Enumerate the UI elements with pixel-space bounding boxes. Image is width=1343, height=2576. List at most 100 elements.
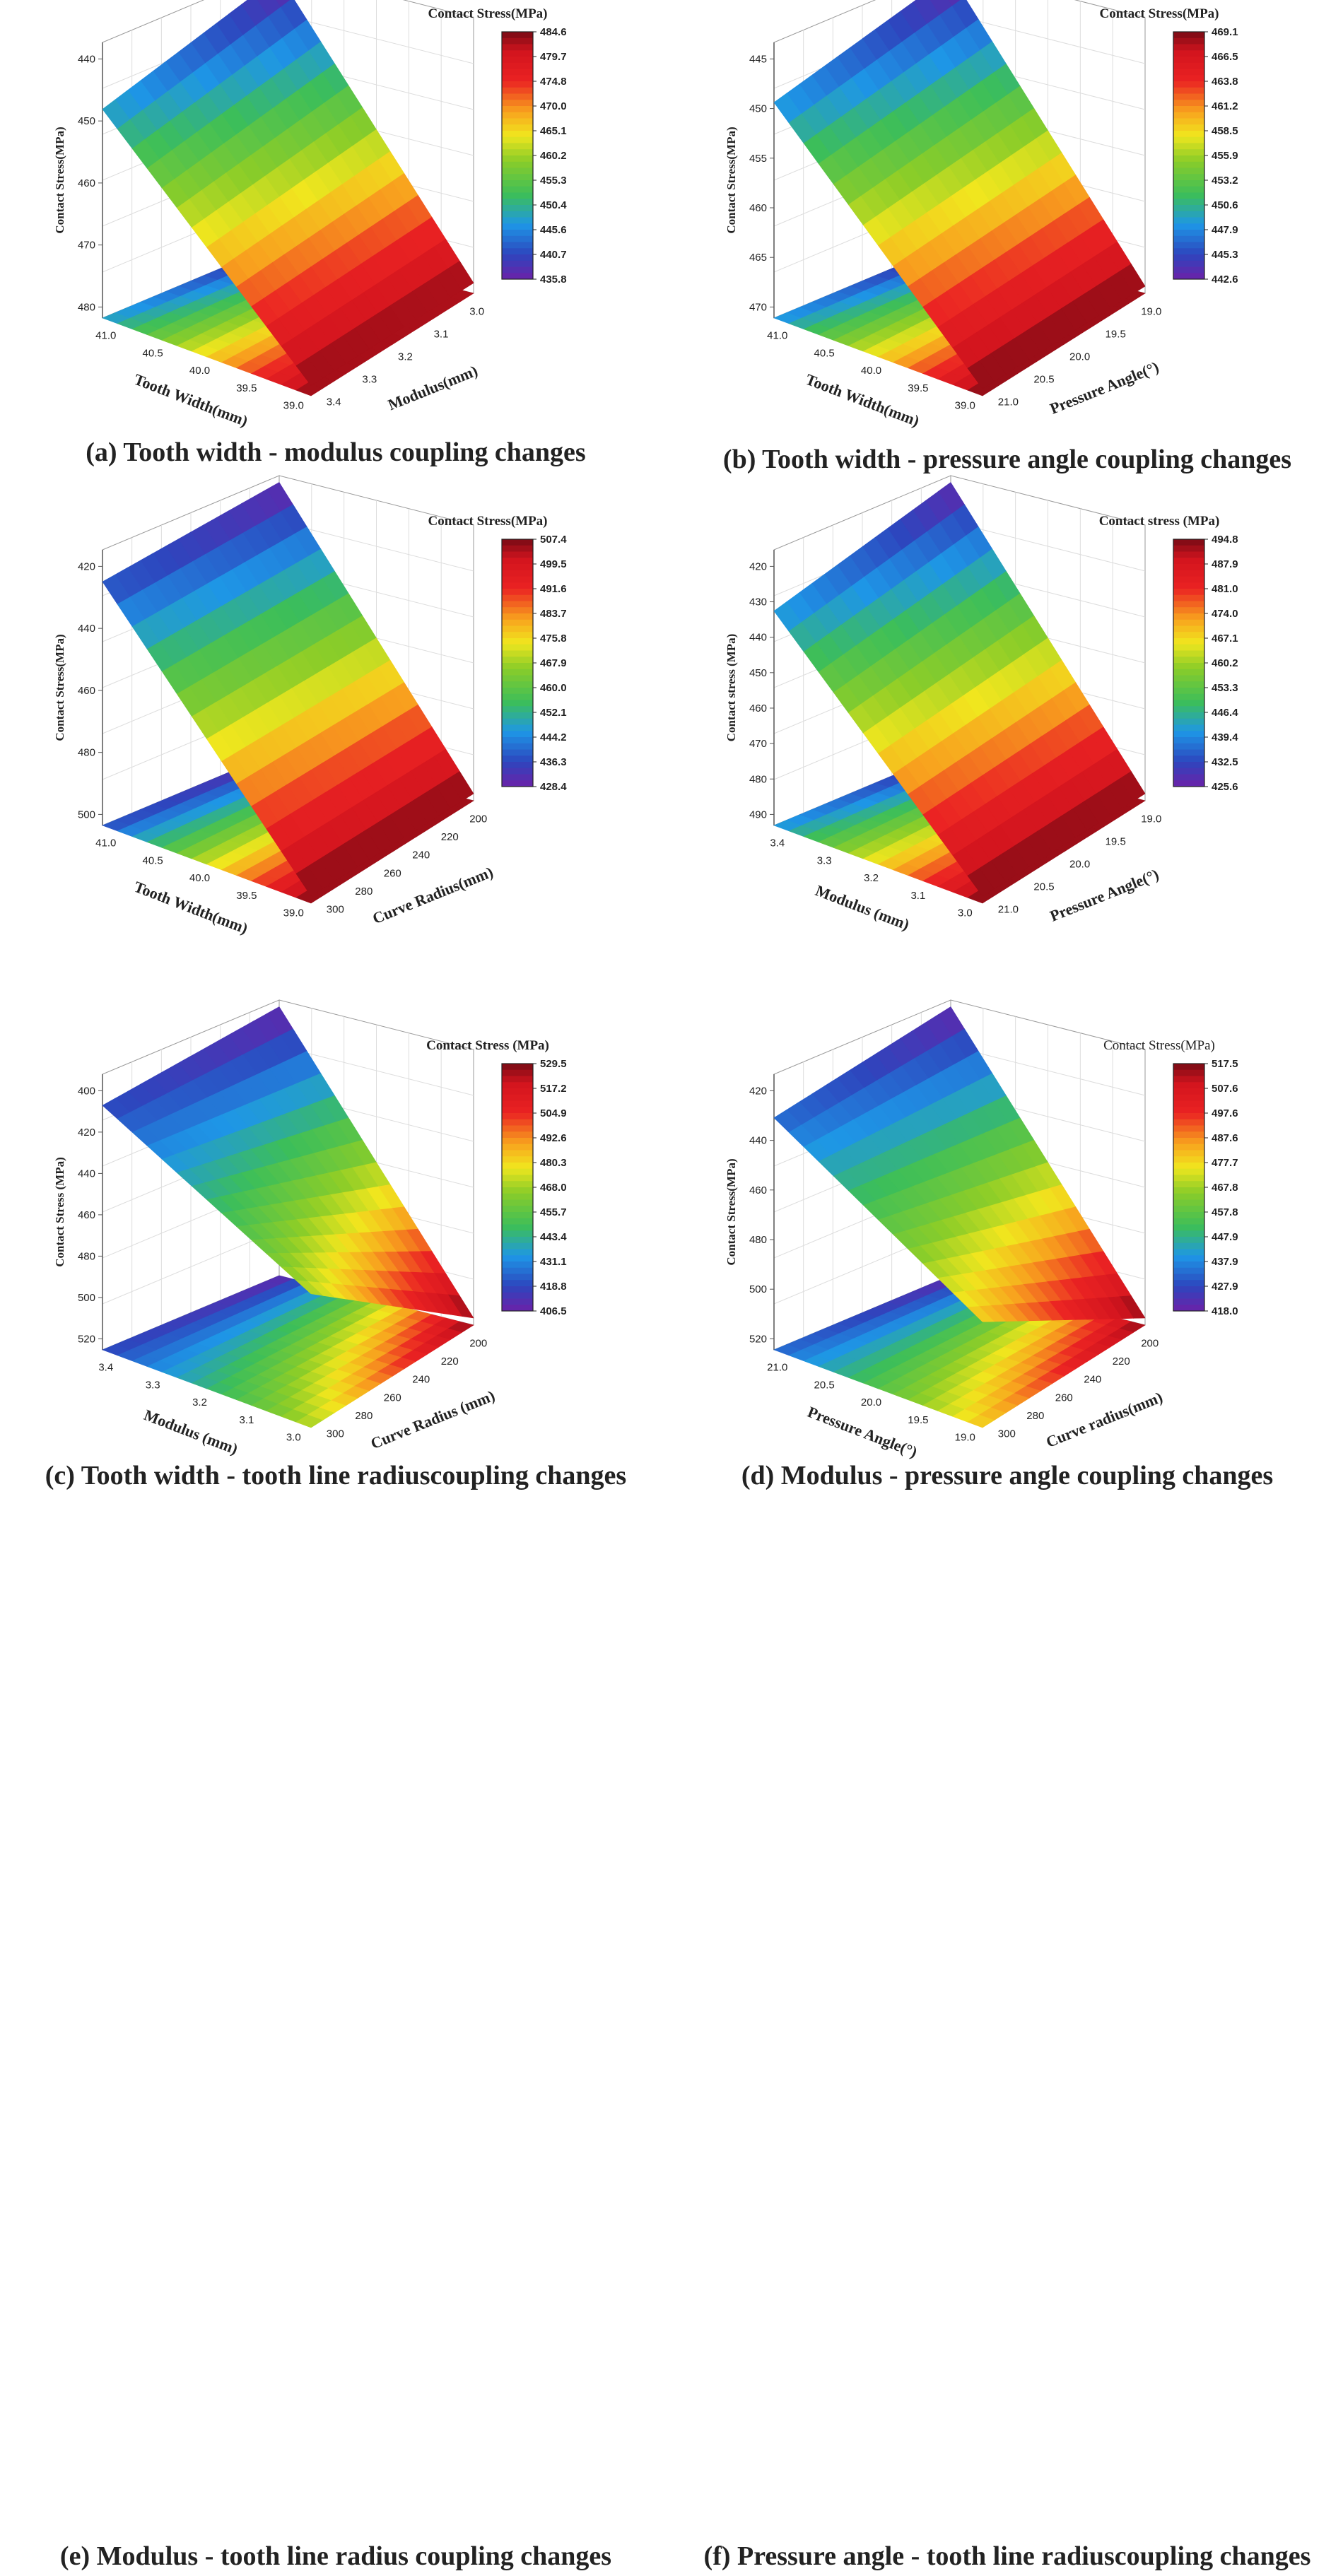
colorbar-tick-label: 457.8 <box>1212 1206 1238 1218</box>
surface-mesh <box>102 0 474 386</box>
z-axis-label: Contact Stress(MPa) <box>725 127 738 233</box>
colorbar-swatch <box>502 174 533 181</box>
z-tick-label: 500 <box>749 1283 767 1295</box>
colorbar-swatch <box>1173 601 1204 608</box>
colorbar-swatch <box>1173 539 1204 546</box>
colorbar-swatch <box>1173 93 1204 100</box>
x-tick-label: 39.5 <box>908 382 928 394</box>
colorbar-tick-label: 499.5 <box>540 558 567 570</box>
colorbar-swatch <box>1173 199 1204 206</box>
colorbar-swatch <box>502 724 533 731</box>
colorbar-swatch <box>502 1168 533 1175</box>
colorbar-swatch <box>502 663 533 670</box>
colorbar-tick-label: 443.4 <box>540 1231 567 1243</box>
x-tick-label: 40.0 <box>189 872 210 884</box>
colorbar-swatch <box>502 1218 533 1225</box>
colorbar-swatch <box>502 192 533 199</box>
colorbar-swatch <box>502 1230 533 1237</box>
colorbar-swatch <box>1173 136 1204 143</box>
figure-caption: (c) Tooth width - tooth line radiuscoupl… <box>45 1461 627 1490</box>
colorbar-title: Contact Stress(MPa) <box>1103 1038 1215 1053</box>
colorbar-swatch <box>1173 737 1204 744</box>
z-axis-label: Contact Stress (MPa) <box>53 1157 66 1266</box>
floor-cell <box>295 1414 324 1428</box>
z-tick-label: 480 <box>78 301 95 313</box>
colorbar-swatch <box>502 1249 533 1256</box>
colorbar-swatch <box>502 669 533 676</box>
colorbar-title: Contact stress (MPa) <box>1099 514 1220 529</box>
colorbar-swatch <box>502 266 533 274</box>
colorbar-swatch <box>502 161 533 168</box>
x-axis-label: Tooth Width(mm) <box>131 878 250 937</box>
colorbar-tick-label: 469.1 <box>1212 26 1238 38</box>
colorbar-tick-label: 453.2 <box>1212 175 1238 187</box>
colorbar-swatch <box>502 50 533 57</box>
colorbar-swatch <box>1173 1199 1204 1206</box>
colorbar-swatch <box>502 625 533 633</box>
colorbar-swatch <box>502 1100 533 1107</box>
colorbar-swatch <box>1173 223 1204 230</box>
z-tick-label: 480 <box>749 1234 767 1246</box>
z-tick-label: 445 <box>749 53 767 65</box>
colorbar-swatch <box>502 273 533 280</box>
z-tick-label: 460 <box>78 685 95 697</box>
colorbar-swatch <box>1173 1156 1204 1163</box>
colorbar-swatch <box>502 149 533 156</box>
colorbar-swatch <box>1173 607 1204 614</box>
colorbar-swatch <box>502 1292 533 1299</box>
z-tick-label: 440 <box>749 632 767 644</box>
colorbar-swatch <box>502 650 533 657</box>
y-tick-label: 3.4 <box>327 396 341 408</box>
colorbar-swatch <box>502 737 533 744</box>
colorbar-swatch <box>1173 558 1204 565</box>
colorbar-swatch <box>502 589 533 596</box>
colorbar-swatch <box>1173 1280 1204 1287</box>
colorbar-swatch <box>1173 131 1204 138</box>
colorbar-swatch <box>1173 1292 1204 1299</box>
y-tick-label: 3.3 <box>362 373 377 385</box>
colorbar-tick-label: 442.6 <box>1212 274 1238 286</box>
colorbar-swatch <box>502 1199 533 1206</box>
colorbar-swatch <box>502 688 533 695</box>
colorbar-swatch <box>502 1286 533 1293</box>
colorbar-swatch <box>502 93 533 100</box>
y-tick-label: 300 <box>327 1428 344 1440</box>
colorbar-tick-label: 446.4 <box>1212 707 1238 719</box>
colorbar-tick-label: 445.6 <box>540 224 567 236</box>
colorbar-swatch <box>1173 273 1204 280</box>
colorbar-swatch <box>502 75 533 82</box>
x-tick-label: 3.2 <box>864 872 879 884</box>
colorbar-swatch <box>502 235 533 242</box>
colorbar-tick-label: 450.4 <box>540 199 567 211</box>
colorbar-tick-label: 450.6 <box>1212 199 1238 211</box>
colorbar-swatch <box>1173 706 1204 713</box>
colorbar-swatch <box>1173 1119 1204 1126</box>
z-tick-label: 440 <box>78 1168 95 1180</box>
x-tick-label: 39.0 <box>955 400 975 412</box>
z-tick-label: 520 <box>78 1333 95 1345</box>
colorbar-tick-label: 460.2 <box>540 150 567 162</box>
colorbar-tick-label: 440.7 <box>540 249 567 261</box>
y-tick-label: 20.5 <box>1033 373 1054 385</box>
y-tick-label: 3.1 <box>434 329 449 341</box>
y-tick-label: 280 <box>355 1410 373 1422</box>
colorbar-swatch <box>1173 118 1204 125</box>
colorbar-tick-label: 494.8 <box>1212 534 1238 546</box>
x-tick-label: 39.5 <box>236 890 257 902</box>
y-tick-label: 220 <box>441 831 459 843</box>
x-tick-label: 41.0 <box>767 330 787 342</box>
colorbar-swatch <box>502 180 533 187</box>
z-tick-label: 480 <box>78 1250 95 1262</box>
x-tick-label: 39.5 <box>236 382 257 394</box>
x-tick-label: 3.1 <box>910 890 925 902</box>
x-tick-label: 3.3 <box>146 1379 160 1391</box>
colorbar-swatch <box>502 1224 533 1231</box>
z-tick-label: 440 <box>78 53 95 65</box>
y-tick-label: 240 <box>412 1374 430 1386</box>
colorbar-tick-label: 480.3 <box>540 1157 567 1169</box>
surface-mesh <box>773 482 1146 897</box>
colorbar-swatch <box>502 564 533 571</box>
z-tick-label: 455 <box>749 153 767 165</box>
colorbar-swatch <box>1173 217 1204 224</box>
colorbar-tick-label: 461.2 <box>1212 100 1238 112</box>
